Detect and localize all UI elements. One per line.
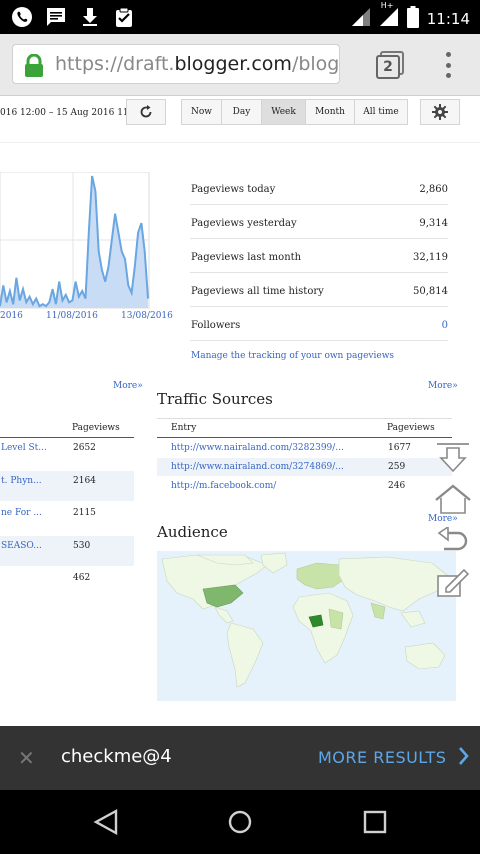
status-bar: H+ 11:14	[0, 0, 480, 34]
traffic-col-pageviews: Pageviews	[387, 423, 435, 433]
download-icon	[78, 5, 102, 29]
period-now-button[interactable]: Now	[181, 99, 222, 125]
recents-icon[interactable]	[363, 810, 387, 834]
close-icon[interactable]: ✕	[18, 746, 35, 770]
overflow-menu-icon[interactable]	[444, 52, 452, 78]
chart-tick-label: 13/08/2016	[121, 311, 173, 321]
chart-line	[0, 175, 149, 308]
traffic-entry-link[interactable]: http://www.nairaland.com/3282399/...	[171, 443, 344, 453]
traffic-entry-link[interactable]: http://m.facebook.com/	[171, 481, 277, 491]
post-title-link[interactable]: ne For ...	[1, 508, 42, 518]
posts-col-pageviews: Pageviews	[72, 423, 120, 433]
refresh-button[interactable]	[126, 99, 166, 125]
stats-more-link[interactable]: More»	[428, 381, 458, 391]
post-views: 530	[73, 541, 91, 551]
home-icon[interactable]	[433, 483, 473, 515]
find-results-bar: ✕ checkme@4 MORE RESULTS	[0, 726, 480, 790]
audience-title: Audience	[157, 523, 228, 541]
traffic-col-entry: Entry	[171, 423, 197, 433]
whatsapp-icon	[10, 5, 34, 29]
search-query: checkme@4	[61, 746, 172, 767]
traffic-views: 246	[388, 481, 406, 491]
period-all-time-button[interactable]: All time	[354, 99, 408, 125]
stat-row-today: Pageviews today 2,860	[190, 171, 448, 205]
url-bar[interactable]: https://draft.blogger.com/blogg	[12, 44, 340, 84]
followers-count-link[interactable]: 0	[441, 320, 448, 331]
stat-row-followers: Followers 0	[190, 307, 448, 341]
settings-button[interactable]	[420, 99, 460, 125]
period-week-button[interactable]: Week	[261, 99, 306, 125]
period-month-button[interactable]: Month	[305, 99, 355, 125]
post-views: 2115	[73, 508, 96, 518]
post-title-link[interactable]: Level St...	[1, 443, 47, 453]
traffic-views: 1677	[388, 443, 411, 453]
home-circle-icon[interactable]	[227, 809, 253, 835]
post-views: 2164	[73, 476, 96, 486]
stats-toolbar: 016 12:00 – 15 Aug 2016 11:00 Now Day We…	[0, 97, 480, 143]
more-results-button[interactable]: MORE RESULTS	[318, 748, 447, 767]
refresh-icon	[140, 105, 152, 118]
post-title-link[interactable]: SEASO...	[1, 541, 42, 551]
stat-row-yesterday: Pageviews yesterday 9,314	[190, 205, 448, 239]
undo-back-icon[interactable]	[436, 527, 470, 557]
traffic-more-link[interactable]: More»	[428, 514, 458, 524]
chart-area	[0, 176, 148, 308]
clipboard-check-icon	[112, 5, 136, 29]
audience-world-map[interactable]	[157, 551, 456, 701]
tab-count: 2	[376, 55, 400, 79]
back-icon[interactable]	[93, 808, 119, 836]
share-edit-icon[interactable]	[436, 566, 470, 598]
post-views: 462	[73, 573, 91, 583]
lock-icon	[23, 53, 45, 83]
wifi-signal-icon	[351, 7, 371, 31]
android-nav-bar	[0, 790, 480, 854]
clock: 11:14	[426, 10, 470, 28]
posts-more-link[interactable]: More»	[113, 381, 143, 391]
message-icon	[44, 5, 68, 29]
date-range: 016 12:00 – 15 Aug 2016 11:00	[0, 108, 144, 118]
pageviews-chart	[0, 172, 150, 309]
gear-icon	[432, 104, 448, 120]
period-day-button[interactable]: Day	[221, 99, 262, 125]
traffic-sources-title: Traffic Sources	[157, 390, 273, 408]
url-text: https://draft.blogger.com/blogg	[55, 53, 340, 75]
browser-toolbar: https://draft.blogger.com/blogg 2	[0, 34, 480, 96]
tab-switcher-button[interactable]: 2	[376, 51, 404, 79]
battery-icon	[406, 6, 419, 32]
stat-row-last-month: Pageviews last month 32,119	[190, 239, 448, 273]
traffic-views: 259	[388, 462, 406, 472]
post-title-link[interactable]: t. Phyn...	[1, 476, 42, 486]
signal-icon: H+	[379, 1, 399, 31]
post-views: 2652	[73, 443, 96, 453]
chart-tick-label: 2016	[0, 311, 23, 321]
stat-row-all-time: Pageviews all time history 50,814	[190, 273, 448, 307]
manage-tracking-link[interactable]: Manage the tracking of your own pageview…	[191, 351, 395, 361]
traffic-entry-link[interactable]: http://www.nairaland.com/3274869/...	[171, 462, 344, 472]
chevron-right-icon[interactable]	[458, 746, 470, 766]
chart-tick-label: 11/08/2016	[46, 311, 98, 321]
scroll-to-bottom-icon[interactable]	[436, 442, 470, 474]
